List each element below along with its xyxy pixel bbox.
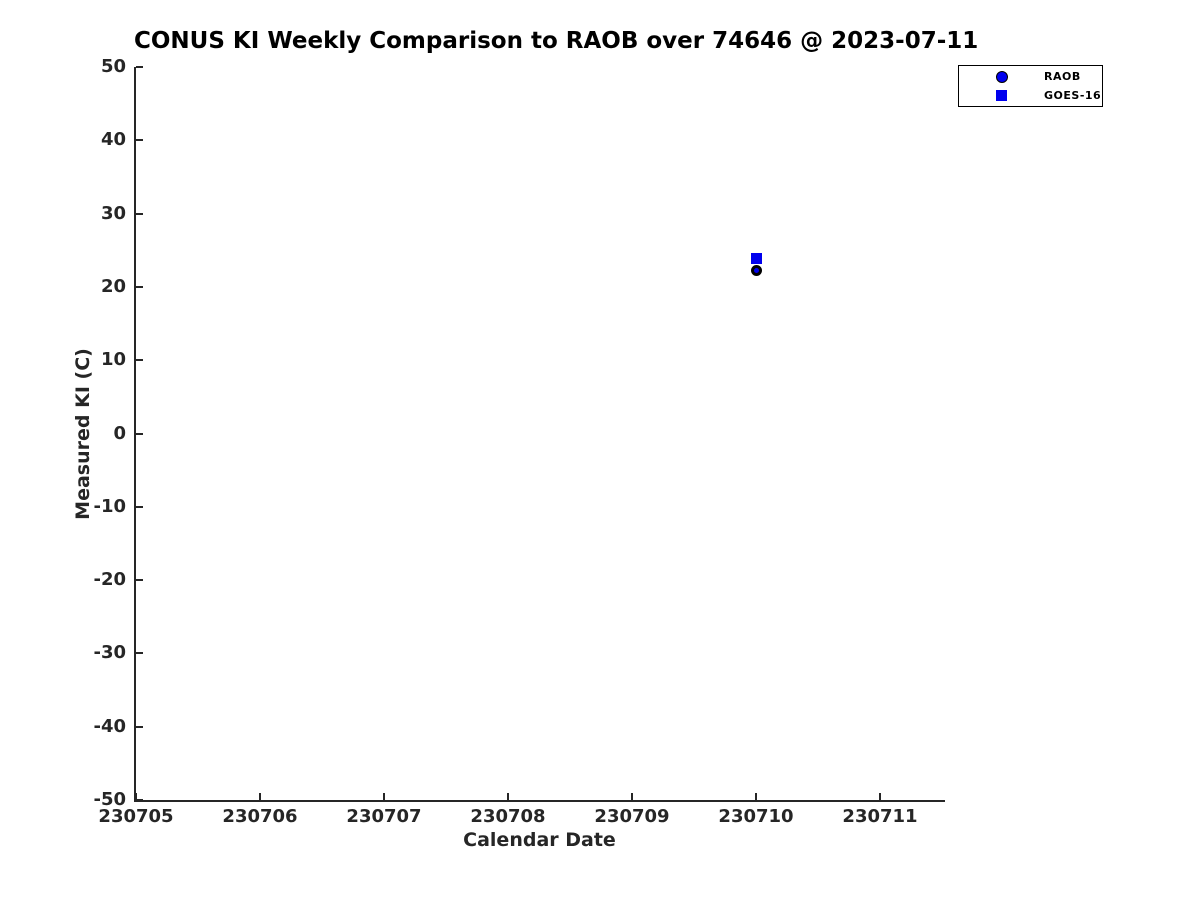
x-tick-mark: [879, 793, 881, 800]
x-tick-label: 230706: [222, 806, 298, 827]
y-tick-mark: [136, 359, 143, 362]
x-tick-mark: [383, 793, 385, 800]
y-tick-label: -10: [93, 495, 126, 517]
x-axis-line: [134, 800, 945, 802]
y-tick-label: 40: [100, 129, 126, 151]
x-tick-label: 230711: [842, 806, 918, 827]
y-tick-mark: [136, 652, 143, 655]
y-tick-mark: [136, 212, 143, 215]
raob-circle-marker-icon: [995, 70, 1008, 83]
raob-data-point: [750, 264, 762, 276]
x-axis-title: Calendar Date: [463, 829, 616, 851]
x-tick-mark: [259, 793, 261, 800]
y-tick-label: 30: [100, 202, 126, 224]
legend-row-raob: RAOB: [959, 67, 1102, 86]
x-tick-label: 230709: [594, 806, 670, 827]
y-tick-mark: [136, 725, 143, 728]
x-tick-label: 230708: [470, 806, 546, 827]
legend: RAOB GOES-16: [958, 65, 1103, 107]
y-tick-mark: [136, 579, 143, 582]
x-tick-mark: [135, 793, 137, 800]
x-tick-mark: [755, 793, 757, 800]
x-tick-mark: [507, 793, 509, 800]
y-tick-mark: [136, 285, 143, 288]
goes16-square-marker-icon: [996, 90, 1007, 101]
y-tick-mark: [136, 66, 143, 68]
legend-row-goes16: GOES-16: [959, 86, 1102, 105]
y-tick-label: -40: [93, 715, 126, 737]
y-tick-mark: [136, 432, 143, 435]
legend-label-raob: RAOB: [1044, 70, 1081, 83]
x-tick-label: 230707: [346, 806, 422, 827]
y-tick-label: 0: [113, 422, 126, 444]
y-tick-label: 50: [100, 56, 126, 77]
y-tick-mark: [136, 139, 143, 142]
y-tick-label: -20: [93, 569, 126, 591]
x-tick-label: 230710: [718, 806, 794, 827]
y-tick-label: 20: [100, 275, 126, 297]
y-tick-label: -50: [93, 789, 126, 810]
y-tick-label: 10: [100, 349, 126, 371]
legend-label-goes16: GOES-16: [1044, 89, 1102, 102]
goes-16-data-point: [750, 252, 762, 264]
chart-title: CONUS KI Weekly Comparison to RAOB over …: [134, 28, 979, 54]
y-tick-label: -30: [93, 642, 126, 664]
y-tick-mark: [136, 505, 143, 508]
x-tick-label: 230705: [98, 806, 174, 827]
x-tick-mark: [631, 793, 633, 800]
y-axis-title: Measured KI (C): [72, 348, 94, 520]
y-axis-line: [134, 67, 136, 802]
y-tick-mark: [136, 799, 143, 801]
